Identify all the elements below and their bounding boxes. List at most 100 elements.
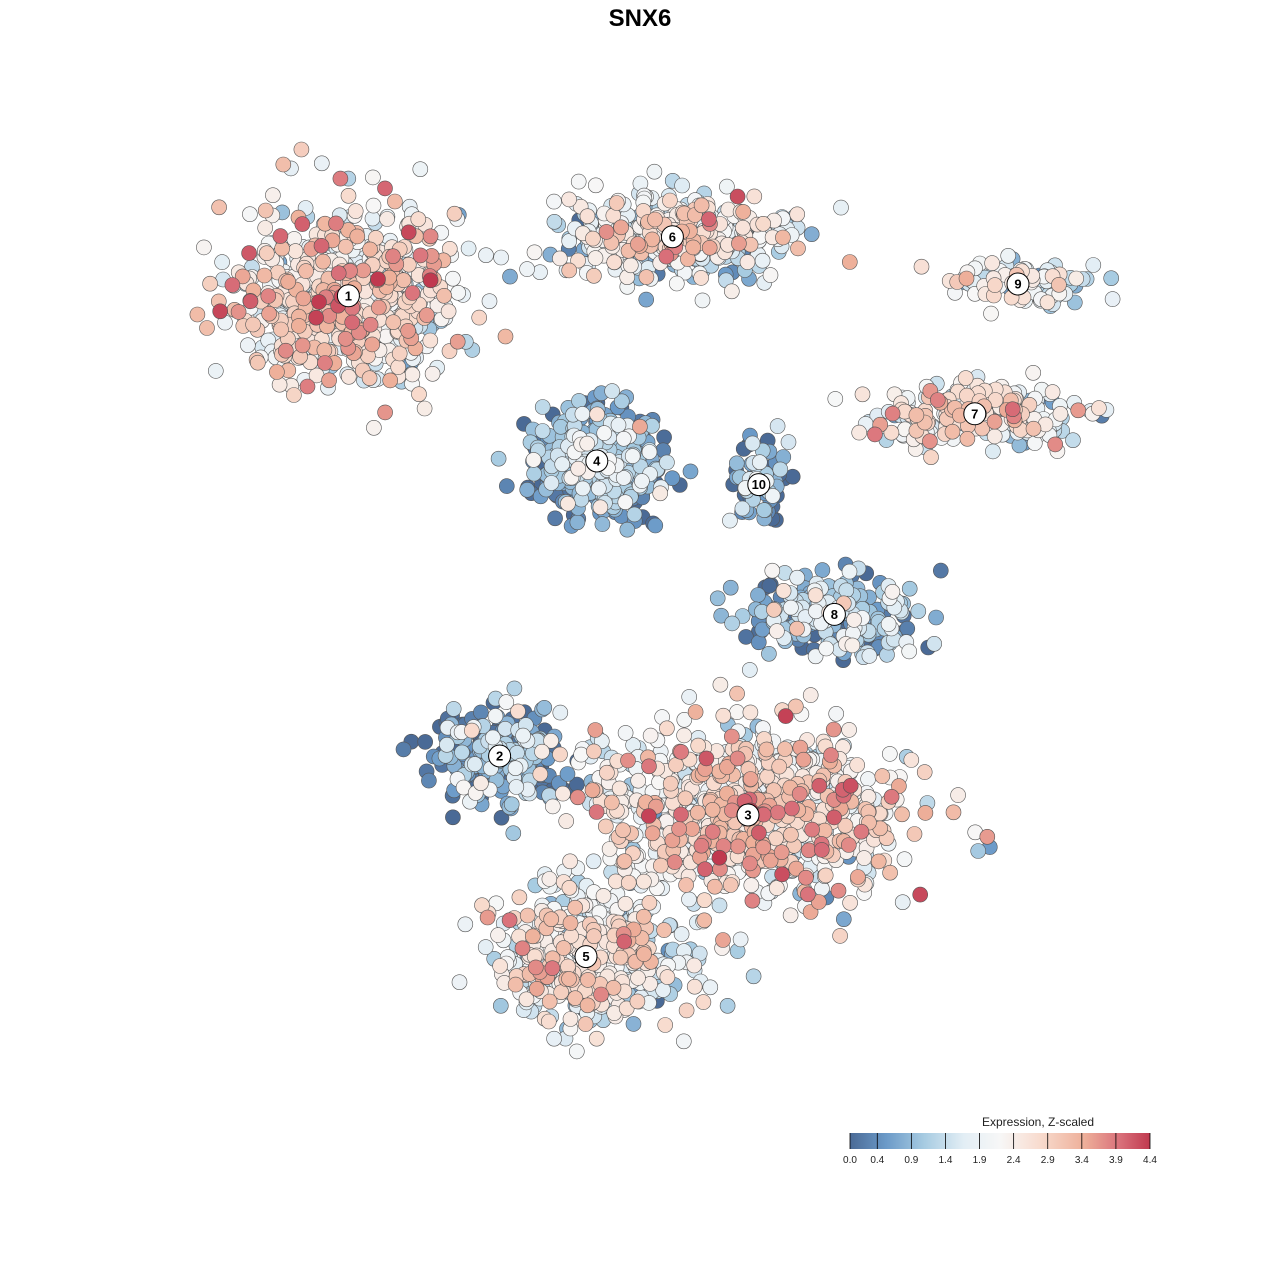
data-point xyxy=(656,922,672,938)
data-point xyxy=(722,877,739,893)
data-point xyxy=(450,284,467,301)
data-point xyxy=(673,926,690,942)
data-point xyxy=(422,332,439,349)
data-point xyxy=(791,786,808,802)
data-point xyxy=(570,173,587,190)
data-point xyxy=(416,400,433,417)
data-point xyxy=(916,764,933,780)
data-point xyxy=(272,228,289,244)
data-point xyxy=(896,851,913,868)
data-point xyxy=(731,235,747,252)
data-point xyxy=(466,756,483,772)
data-point xyxy=(569,789,586,806)
data-point xyxy=(395,272,412,289)
data-point xyxy=(685,239,701,256)
data-point xyxy=(903,752,920,768)
data-point xyxy=(366,419,382,436)
data-point xyxy=(777,708,794,724)
data-point xyxy=(706,878,723,895)
data-point xyxy=(532,264,548,281)
data-point xyxy=(445,701,462,717)
data-point xyxy=(979,828,996,845)
data-point xyxy=(418,307,435,323)
data-point xyxy=(789,620,805,637)
data-point xyxy=(769,623,785,639)
cluster-label-1: 1 xyxy=(336,284,360,308)
data-point xyxy=(741,662,758,678)
data-point xyxy=(913,258,930,275)
data-point xyxy=(382,372,399,389)
data-point xyxy=(412,247,429,264)
data-point xyxy=(681,891,697,908)
data-point xyxy=(701,240,718,256)
data-point xyxy=(543,475,560,491)
data-point xyxy=(1004,401,1021,418)
data-point xyxy=(574,480,591,497)
data-point xyxy=(826,809,842,826)
data-point xyxy=(525,452,542,468)
data-point xyxy=(729,704,745,720)
data-point xyxy=(294,216,311,232)
data-point xyxy=(880,616,897,632)
data-point xyxy=(1068,270,1084,287)
cluster-label-text: 4 xyxy=(593,454,601,469)
data-point xyxy=(440,303,457,320)
data-point xyxy=(610,417,627,433)
data-point xyxy=(647,211,663,228)
data-point xyxy=(411,386,427,403)
data-point xyxy=(471,309,488,326)
data-point xyxy=(761,645,777,662)
data-point xyxy=(744,892,761,909)
data-point xyxy=(704,823,721,840)
data-point xyxy=(636,946,652,962)
data-point xyxy=(511,889,528,906)
data-point xyxy=(619,521,636,538)
data-point xyxy=(1051,276,1067,293)
data-point xyxy=(620,752,636,769)
data-point xyxy=(585,230,601,247)
data-point xyxy=(502,268,518,285)
data-point xyxy=(390,359,407,375)
data-point xyxy=(771,758,788,775)
data-point xyxy=(387,193,403,210)
data-point xyxy=(212,303,228,320)
data-point xyxy=(746,188,763,205)
data-point xyxy=(498,694,515,710)
data-point xyxy=(596,425,613,441)
data-point xyxy=(867,426,883,443)
chart-title: SNX6 xyxy=(609,5,672,32)
data-point xyxy=(630,772,647,789)
data-point xyxy=(196,239,212,256)
data-point xyxy=(772,461,789,478)
data-point xyxy=(784,800,800,817)
data-point xyxy=(532,766,549,782)
data-point xyxy=(570,252,586,269)
data-point xyxy=(807,587,824,604)
data-point xyxy=(230,304,247,320)
data-point xyxy=(624,448,641,464)
data-point xyxy=(698,750,715,767)
data-point xyxy=(211,199,227,216)
data-point xyxy=(558,813,575,829)
data-point xyxy=(460,240,477,257)
data-point xyxy=(479,909,496,926)
data-point xyxy=(701,211,717,227)
data-point xyxy=(385,248,401,265)
data-point xyxy=(790,240,806,257)
data-point xyxy=(808,603,824,620)
data-point xyxy=(616,853,633,870)
data-point xyxy=(789,206,806,223)
cluster-label-text: 3 xyxy=(744,808,751,823)
data-point xyxy=(630,236,646,252)
data-point xyxy=(497,328,514,345)
data-point xyxy=(507,976,524,993)
color-legend: Expression, Z-scaled 0.0 0.4 0.9 1.4 1.9 2.4 2… xyxy=(843,1115,1157,1166)
data-point xyxy=(928,609,944,626)
data-point xyxy=(385,314,402,331)
data-point xyxy=(280,273,297,290)
data-point xyxy=(501,912,518,929)
data-point xyxy=(214,254,230,270)
data-point xyxy=(487,708,504,724)
cluster-label-text: 5 xyxy=(582,949,589,964)
data-point xyxy=(534,743,550,760)
